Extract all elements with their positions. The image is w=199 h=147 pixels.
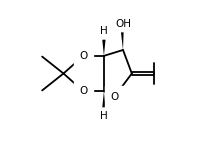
Text: O: O xyxy=(110,92,118,102)
Polygon shape xyxy=(102,40,105,56)
Text: O: O xyxy=(79,51,87,61)
Text: OH: OH xyxy=(116,19,132,29)
Text: H: H xyxy=(100,111,108,121)
Text: O: O xyxy=(79,86,87,96)
Polygon shape xyxy=(121,32,124,50)
Polygon shape xyxy=(102,91,105,107)
Text: H: H xyxy=(100,26,108,36)
